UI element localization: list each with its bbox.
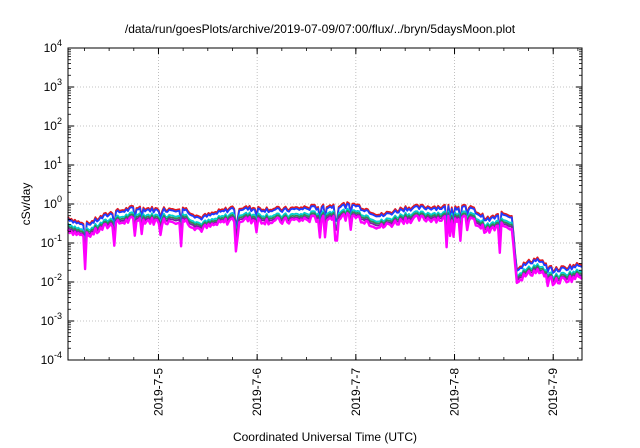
x-tick-label: 2019-7-7 (349, 368, 363, 416)
series-line-6 (66, 211, 583, 288)
tick-labels: 104 103 102 101 100 10-1 10-2 10-3 10-4 2019-7-5 2… (41, 38, 561, 416)
x-axis-label: Coordinated Universal Time (UTC) (233, 430, 417, 444)
chart-title: /data/run/goesPlots/archive/2019-07-09/0… (124, 22, 516, 36)
x-tick-label: 2019-7-6 (250, 368, 264, 416)
x-tick-label: 2019-7-5 (151, 368, 165, 416)
y-tick-label: 10-1 (41, 233, 62, 250)
y-tick-label: 102 (44, 116, 62, 133)
x-tick-label: 2019-7-9 (546, 368, 560, 416)
y-tick-label: 100 (44, 194, 62, 211)
grid (68, 47, 582, 361)
y-tick-label: 10-3 (41, 311, 62, 328)
y-tick-label: 10-2 (41, 272, 62, 289)
axis-ticks (68, 47, 582, 361)
x-tick-label: 2019-7-8 (448, 368, 462, 416)
y-tick-label: 10-4 (41, 350, 62, 367)
y-tick-label: 104 (44, 38, 62, 55)
y-axis-label: cSv/day (19, 183, 33, 226)
y-tick-label: 101 (44, 155, 62, 172)
plot-frame (67, 47, 583, 361)
y-tick-label: 103 (44, 77, 62, 94)
series-lines (66, 201, 583, 288)
